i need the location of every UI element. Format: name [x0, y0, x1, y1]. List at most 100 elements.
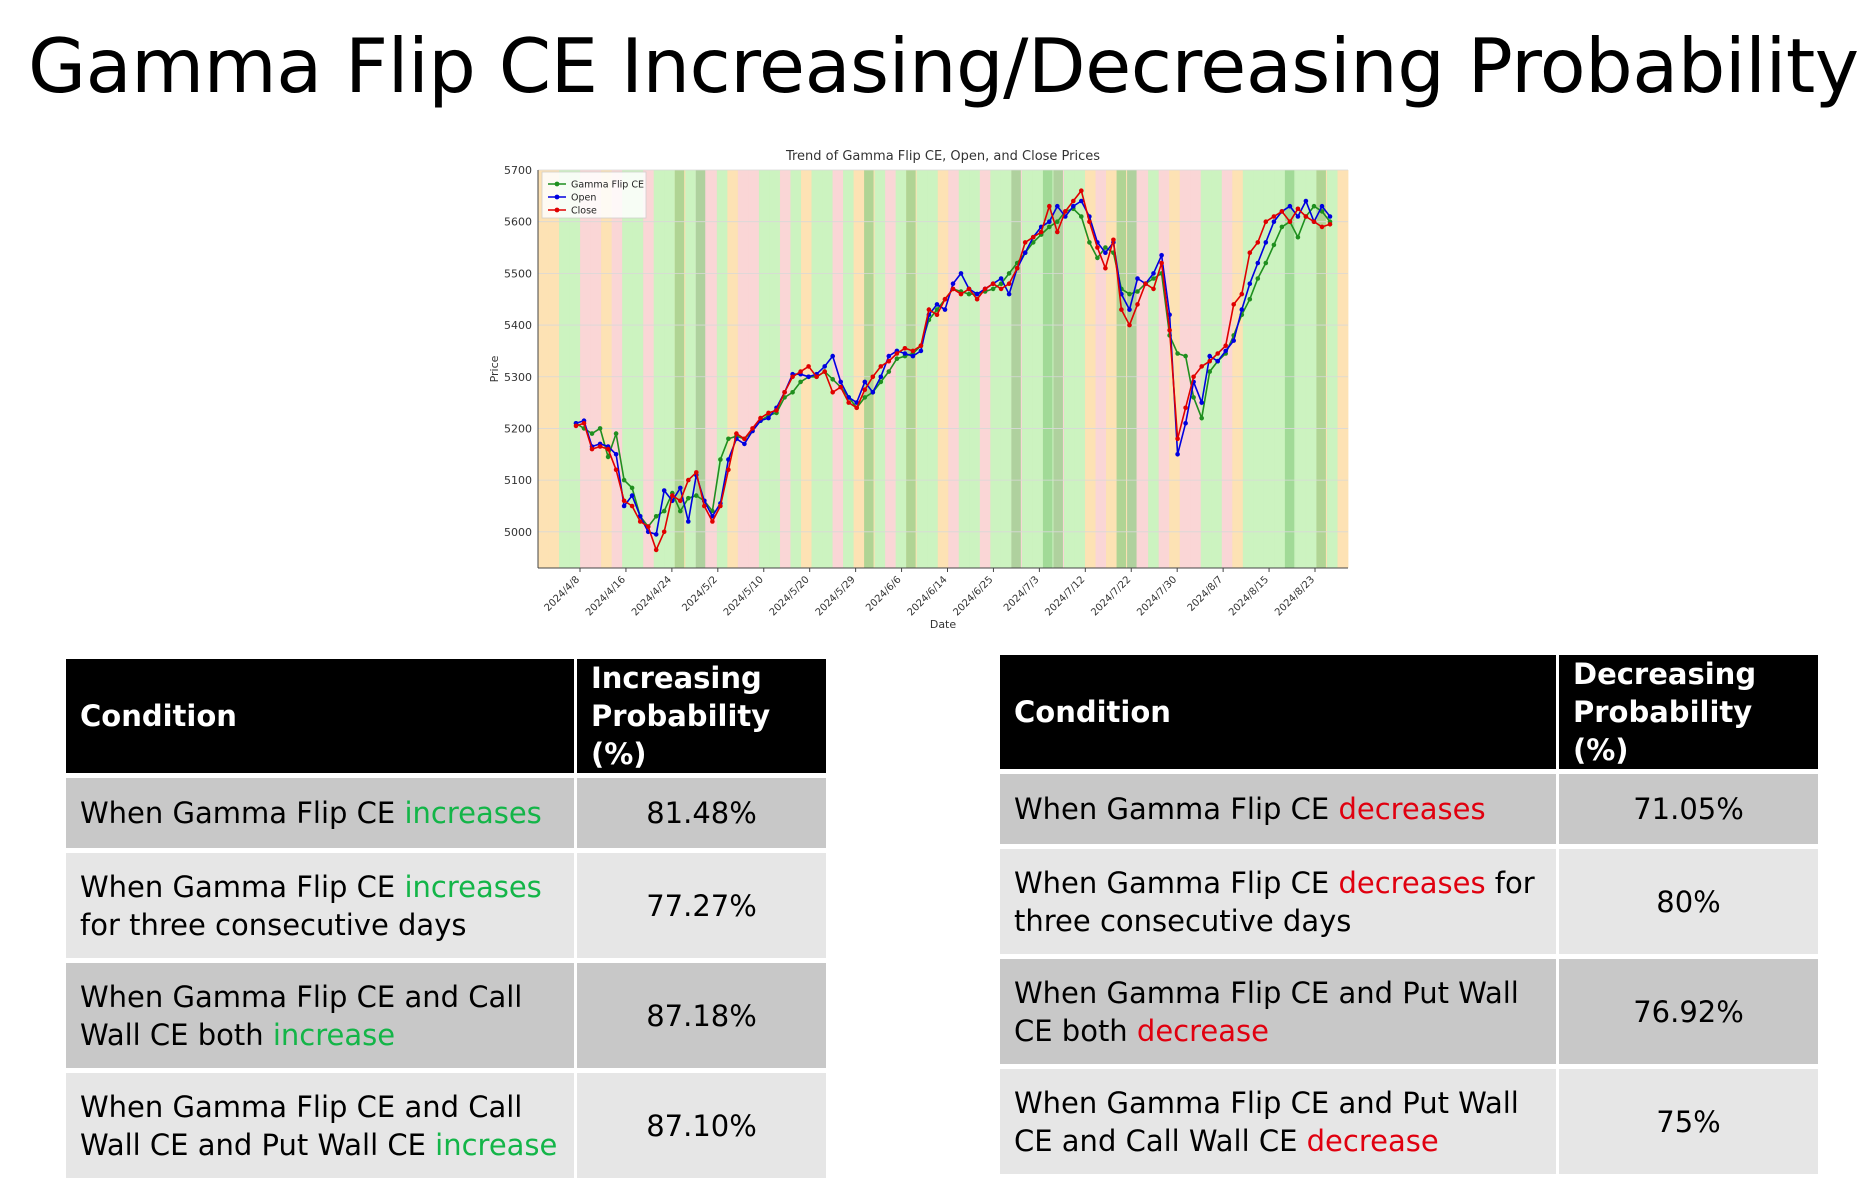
- background-band-dark: [695, 170, 706, 568]
- data-point: [814, 374, 819, 380]
- data-point: [966, 286, 972, 292]
- legend-marker: [554, 181, 560, 187]
- condition-cell: When Gamma Flip CE increases for three c…: [66, 853, 574, 958]
- background-band: [790, 170, 802, 568]
- background-band: [1074, 170, 1086, 568]
- chart-title: Trend of Gamma Flip CE, Open, and Close …: [785, 149, 1100, 164]
- condition-cell: When Gamma Flip CE and Put Wall CE and C…: [1000, 1069, 1556, 1174]
- data-point: [1087, 240, 1092, 245]
- condition-cell: When Gamma Flip CE and Call Wall CE and …: [66, 1073, 574, 1178]
- legend-box: [541, 171, 647, 219]
- data-point: [597, 444, 603, 449]
- data-point: [653, 514, 659, 519]
- data-point: [1095, 255, 1100, 261]
- data-point: [1183, 421, 1188, 426]
- table-row: When Gamma Flip CE increases 81.48%: [66, 778, 826, 848]
- background-band: [916, 170, 928, 568]
- data-point: [1279, 209, 1285, 214]
- background-band-dark: [1042, 170, 1053, 568]
- data-point: [1247, 296, 1253, 302]
- background-band: [811, 170, 823, 568]
- data-point: [1143, 281, 1148, 286]
- data-point: [1006, 291, 1012, 297]
- y-tick-label: 5300: [504, 371, 532, 384]
- data-point: [1135, 276, 1140, 281]
- condition-cell: When Gamma Flip CE decreases for three c…: [1000, 849, 1556, 954]
- table-row: When Gamma Flip CE decreases 71.05%: [1000, 774, 1818, 844]
- background-band-dark: [1127, 170, 1137, 568]
- data-point: [822, 364, 827, 369]
- background-band: [937, 170, 949, 568]
- data-point: [1279, 224, 1285, 230]
- background-band: [927, 170, 939, 568]
- background-band: [601, 170, 613, 568]
- data-point: [798, 369, 803, 374]
- data-point: [1135, 289, 1140, 294]
- data-point: [1239, 307, 1245, 312]
- x-tick-label: 2024/8/23: [1273, 574, 1317, 618]
- background-band: [538, 170, 549, 568]
- background-band-dark: [674, 170, 685, 568]
- condition-cell: When Gamma Flip CE decreases: [1000, 774, 1556, 844]
- data-point: [589, 446, 595, 452]
- data-point: [838, 379, 843, 385]
- data-point: [1047, 224, 1052, 230]
- data-point: [605, 446, 611, 452]
- data-point: [950, 286, 956, 292]
- background-band: [748, 170, 760, 568]
- background-band: [990, 170, 1002, 568]
- data-point: [1207, 369, 1212, 374]
- data-point: [1135, 302, 1140, 307]
- background-band: [569, 170, 581, 568]
- x-tick-label: 2024/7/30: [1135, 574, 1179, 618]
- data-point: [1175, 452, 1180, 457]
- data-point: [1199, 364, 1204, 369]
- data-point: [782, 390, 787, 395]
- data-point: [1063, 209, 1068, 214]
- data-point: [1071, 198, 1076, 204]
- data-point: [653, 547, 659, 553]
- data-point: [694, 493, 699, 498]
- data-point: [1030, 240, 1036, 245]
- data-point: [686, 477, 691, 483]
- probability-value: 77.27%: [574, 853, 826, 958]
- price-trend-chart: 5000 5100 5200 5300 5400 5500 5600 5700 2024/4/8…: [488, 149, 1349, 631]
- background-band: [1190, 170, 1202, 568]
- data-point: [1079, 188, 1084, 193]
- data-point: [1006, 281, 1012, 286]
- background-band: [706, 170, 718, 568]
- background-band: [853, 170, 865, 568]
- data-point: [790, 374, 795, 380]
- increasing-probability-table: Condition Increasing Probability (%) When…: [66, 654, 826, 1183]
- x-tick-label: 2024/8/15: [1227, 574, 1271, 618]
- data-point: [942, 296, 948, 302]
- y-tick-label: 5400: [504, 319, 532, 332]
- data-point: [1079, 198, 1084, 204]
- table-row: When Gamma Flip CE decreases for three c…: [1000, 849, 1818, 954]
- data-point: [621, 477, 627, 483]
- data-point: [846, 395, 851, 400]
- data-point: [1199, 400, 1204, 405]
- x-tick-label: 2024/4/8: [543, 574, 583, 614]
- background-band: [685, 170, 697, 568]
- data-point: [1303, 198, 1309, 204]
- x-tick-label: 2024/7/3: [1002, 574, 1042, 614]
- background-band: [979, 170, 991, 568]
- data-point: [822, 369, 827, 374]
- background-band: [653, 170, 665, 568]
- data-point: [806, 364, 811, 369]
- data-point: [1191, 374, 1196, 380]
- y-tick-label: 5000: [504, 526, 532, 539]
- x-tick-label: 2024/5/2: [680, 574, 720, 614]
- background-band: [1211, 170, 1223, 568]
- legend-label: Open: [571, 193, 596, 204]
- background-band: [843, 170, 854, 568]
- background-band: [580, 170, 591, 568]
- background-band: [1253, 170, 1265, 568]
- data-point: [581, 421, 587, 426]
- background-band: [1169, 170, 1181, 568]
- background-band: [1148, 170, 1160, 568]
- data-point: [1223, 348, 1228, 354]
- x-tick-label: 2024/8/7: [1186, 574, 1226, 614]
- data-point: [1295, 206, 1301, 212]
